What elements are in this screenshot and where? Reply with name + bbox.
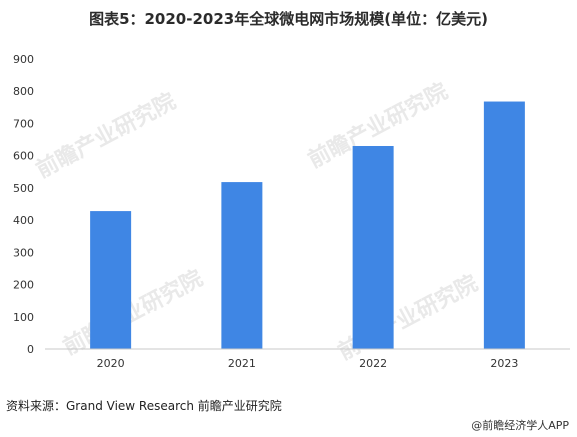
x-tick-label: 2023 xyxy=(490,357,518,370)
y-tick-label: 0 xyxy=(27,343,34,356)
y-tick-label: 500 xyxy=(13,182,34,195)
source-note: 资料来源：Grand View Research 前瞻产业研究院 xyxy=(6,399,282,413)
bar-2023 xyxy=(483,101,525,350)
x-axis: 2020 2021 2022 2023 xyxy=(45,348,570,370)
bar-2021 xyxy=(221,182,263,349)
y-tick-label: 300 xyxy=(13,246,34,259)
bar-series xyxy=(90,101,525,350)
bar-2022 xyxy=(352,146,394,349)
bar-2020 xyxy=(90,211,132,349)
y-tick-label: 800 xyxy=(13,85,34,98)
y-axis: 0 100 200 300 400 500 600 700 800 900 xyxy=(13,53,34,356)
y-tick-label: 700 xyxy=(13,117,34,130)
x-tick-label: 2020 xyxy=(97,357,125,370)
y-tick-label: 900 xyxy=(13,53,34,66)
x-tick-label: 2022 xyxy=(359,357,387,370)
footer-credit: @前瞻经济学人APP xyxy=(471,419,569,432)
y-tick-label: 100 xyxy=(13,311,34,324)
x-tick-label: 2021 xyxy=(228,357,256,370)
y-tick-label: 200 xyxy=(13,279,34,292)
y-tick-label: 400 xyxy=(13,214,34,227)
y-tick-label: 600 xyxy=(13,150,34,163)
chart-title: 图表5：2020-2023年全球微电网市场规模(单位：亿美元) xyxy=(89,10,488,28)
